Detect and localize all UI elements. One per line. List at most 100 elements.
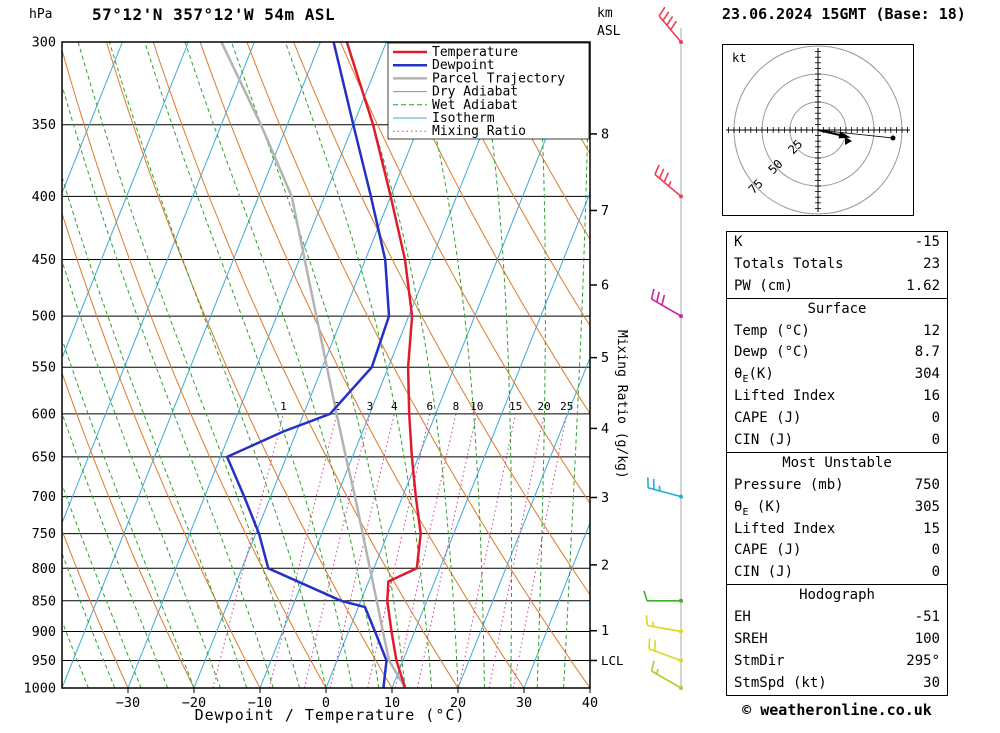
mixing-ratio-lines — [212, 413, 568, 688]
wind-barb — [648, 638, 683, 663]
temperature-axis-label: Dewpoint / Temperature (°C) — [194, 706, 466, 724]
table-row-label: CAPE (J) — [734, 542, 802, 559]
svg-text:2: 2 — [601, 557, 609, 573]
svg-text:6: 6 — [601, 278, 609, 294]
svg-text:350: 350 — [32, 117, 56, 133]
svg-text:900: 900 — [32, 624, 56, 640]
mixing-ratio-value-label: 8 — [453, 400, 460, 413]
table-row-value: 304 — [914, 366, 940, 383]
mixing-ratio-value-label: 20 — [538, 400, 551, 413]
table-row-label: PW (cm) — [734, 277, 794, 294]
table-row-value: -51 — [914, 609, 940, 626]
svg-text:500: 500 — [32, 309, 56, 325]
table-row-value: 0 — [931, 542, 940, 559]
mixing-ratio-axis-label: Mixing Ratio (g/kg) — [614, 330, 629, 479]
svg-text:300: 300 — [32, 35, 56, 51]
table-row-value: 12 — [923, 322, 940, 339]
legend-item-label: Dry Adiabat — [432, 85, 518, 100]
svg-text:850: 850 — [32, 593, 56, 609]
svg-text:7: 7 — [601, 203, 609, 219]
table-section-header: Hodograph — [799, 587, 875, 604]
table-row: Temp (°C) 12 — [727, 321, 947, 343]
table-row: StmSpd (kt) 30 — [727, 673, 947, 695]
table-row: Dewp (°C) 8.7 — [727, 342, 947, 364]
table-row: Pressure (mb) 750 — [727, 475, 947, 497]
svg-text:8: 8 — [601, 126, 609, 142]
mixing-ratio-labels: 1 2 3 4 6 8 10 15 20 25 — [280, 400, 573, 413]
table-row-label: CAPE (J) — [734, 410, 802, 427]
svg-text:1000: 1000 — [23, 681, 56, 697]
table-row: EH -51 — [727, 607, 947, 629]
table-row-label: θE(K) — [734, 366, 774, 386]
temperature-axis-labels: −30 −20 −10 0 10 20 30 40 — [116, 688, 598, 711]
svg-text:3: 3 — [601, 490, 609, 506]
svg-text:650: 650 — [32, 449, 56, 465]
legend-item-label: Isotherm — [432, 111, 495, 126]
wind-barb-column — [643, 6, 683, 690]
mixing-ratio-value-label: 4 — [391, 400, 398, 413]
wind-barb — [643, 590, 683, 603]
table-row-value: 1.62 — [906, 277, 940, 294]
svg-text:1: 1 — [601, 623, 609, 639]
table-row-value: 100 — [914, 631, 940, 648]
table-section-header: Most Unstable — [782, 454, 892, 471]
table-row-label: Totals Totals — [734, 255, 844, 272]
stats-table: K -15 Totals Totals 23 PW (cm) 1.62 Surface Tem… — [726, 231, 948, 696]
pressure-axis-unit: hPa — [29, 7, 53, 22]
altitude-axis-unit-km: km — [597, 6, 613, 21]
legend-item-label: Dewpoint — [432, 58, 495, 73]
table-row: K -15 — [727, 232, 947, 254]
temperature-line — [345, 42, 422, 688]
table-row-label: CIN (J) — [734, 564, 794, 581]
table-row-value: 30 — [923, 674, 940, 691]
table-row-value: 8.7 — [914, 344, 940, 361]
table-row-value: 0 — [931, 410, 940, 427]
table-section: Hodograph EH -51 SREH 100 StmDir 295° StmSpd (k… — [727, 584, 947, 694]
table-row-value: 16 — [923, 388, 940, 405]
table-row: θE(K) 304 — [727, 364, 947, 386]
mixing-ratio-value-label: 10 — [470, 400, 483, 413]
table-row: SREH 100 — [727, 629, 947, 651]
mixing-ratio-value-label: 6 — [427, 400, 434, 413]
table-row-label: Lifted Index — [734, 520, 836, 537]
table-row-value: 295° — [906, 652, 940, 669]
svg-text:20: 20 — [450, 695, 466, 711]
table-section-header: Surface — [807, 300, 867, 317]
table-row: θE (K) 305 — [727, 497, 947, 519]
table-row-label: StmDir — [734, 652, 785, 669]
table-row-value: 0 — [931, 432, 940, 449]
svg-text:550: 550 — [32, 360, 56, 376]
table-row-label: θE (K) — [734, 498, 783, 518]
wind-barb — [647, 477, 683, 499]
svg-text:−20: −20 — [182, 695, 206, 711]
svg-text:600: 600 — [32, 406, 56, 422]
svg-text:−30: −30 — [116, 695, 140, 711]
hodograph-unit-label: kt — [732, 51, 746, 65]
svg-text:4: 4 — [601, 421, 609, 437]
table-row: CIN (J) 0 — [727, 430, 947, 452]
legend-item-label: Mixing Ratio — [432, 124, 526, 139]
storm-motion-marker — [845, 137, 852, 145]
svg-text:10: 10 — [384, 695, 400, 711]
table-row: CAPE (J) 0 — [727, 540, 947, 562]
copyright-footer: © weatheronline.co.uk — [742, 701, 932, 719]
table-section: K -15 Totals Totals 23 PW (cm) 1.62 — [727, 232, 947, 298]
svg-text:700: 700 — [32, 489, 56, 505]
table-row: Totals Totals 23 — [727, 254, 947, 276]
table-row-label: Temp (°C) — [734, 322, 810, 339]
table-section: Surface Temp (°C) 12 Dewp (°C) 8.7 θE(K) 304 Li… — [727, 297, 947, 452]
svg-text:5: 5 — [601, 350, 609, 366]
table-row-label: Lifted Index — [734, 388, 836, 405]
table-row-value: 0 — [931, 564, 940, 581]
mixing-ratio-value-label: 3 — [367, 400, 374, 413]
table-row-value: 305 — [914, 498, 940, 515]
table-row-label: SREH — [734, 631, 768, 648]
table-row-value: -15 — [914, 234, 940, 250]
svg-text:0: 0 — [322, 695, 330, 711]
dewpoint-line — [225, 42, 391, 688]
dry-adiabats — [62, 42, 590, 688]
mixing-ratio-value-label: 15 — [509, 400, 522, 413]
